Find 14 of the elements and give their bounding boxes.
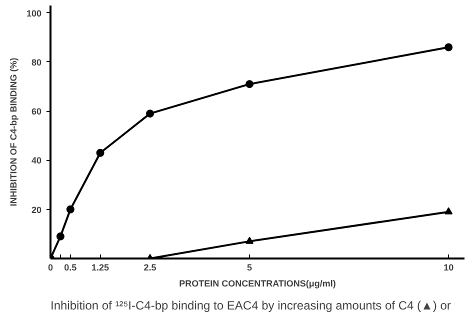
x-tick-label: 10 [444,262,454,272]
x-tick-label: 0 [48,262,54,272]
y-tick-label: 40 [31,156,42,166]
x-tick-label: 2.5 [144,262,156,272]
y-tick-label: 20 [31,204,42,215]
text: Inhibition of ¹²⁵I-C4-bp binding to EAC4 by increasing amounts of C4 (▲) or [50,298,451,312]
x-tick-label: 5 [247,262,252,272]
x-axis-title: PROTEIN CONCENTRATIONS(μg/ml) [179,278,336,288]
x-tick-label: 0.5 [64,262,77,272]
y-axis-title: INHIBITION OF C4-bp BINDING (%) [8,58,18,206]
x-tick-label: 1.25 [92,262,110,272]
y-tick-label: 80 [31,57,42,68]
y-tick-label: 100 [26,8,42,18]
y-tick-label: 60 [31,106,42,117]
